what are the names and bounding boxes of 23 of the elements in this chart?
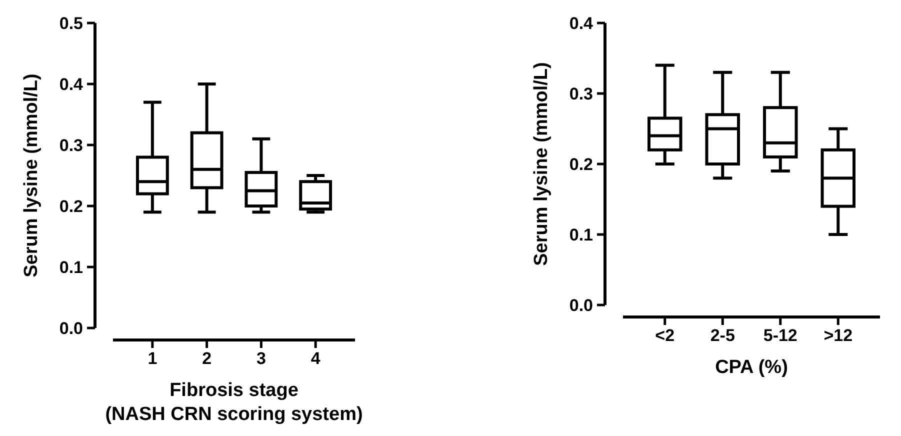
x-tick-label: 5-12 [763, 326, 798, 345]
y-tick-label: 0.4 [59, 74, 84, 94]
x-tick-label: 1 [148, 349, 158, 368]
y-axis-title: Serum lysine (mmol/L) [531, 62, 552, 266]
x-tick-label: 2 [202, 349, 212, 368]
y-tick-label: 0.0 [59, 318, 83, 338]
y-tick-label: 0.4 [569, 14, 594, 33]
x-axis-title: Fibrosis stage (NASH CRN scoring system) [105, 380, 363, 425]
y-tick-label: 0.0 [569, 296, 593, 315]
y-tick-label: 0.3 [59, 136, 83, 155]
y-tick-label: 0.5 [59, 14, 83, 33]
x-tick-label: 4 [310, 349, 321, 368]
y-tick-label: 0.2 [569, 154, 593, 174]
x-tick-label: 2-5 [710, 326, 735, 345]
x-tick-label: >12 [824, 326, 853, 345]
y-tick-label: 0.1 [569, 225, 593, 244]
y-tick-label: 0.2 [59, 196, 83, 216]
y-tick-label: 0.3 [569, 84, 593, 104]
x-tick-label: <2 [655, 326, 675, 345]
x-tick-label: 3 [256, 349, 266, 368]
x-axis-title: CPA (%) [715, 357, 788, 378]
y-axis-title: Serum lysine (mmol/L) [21, 74, 42, 278]
y-tick-label: 0.1 [59, 258, 83, 277]
